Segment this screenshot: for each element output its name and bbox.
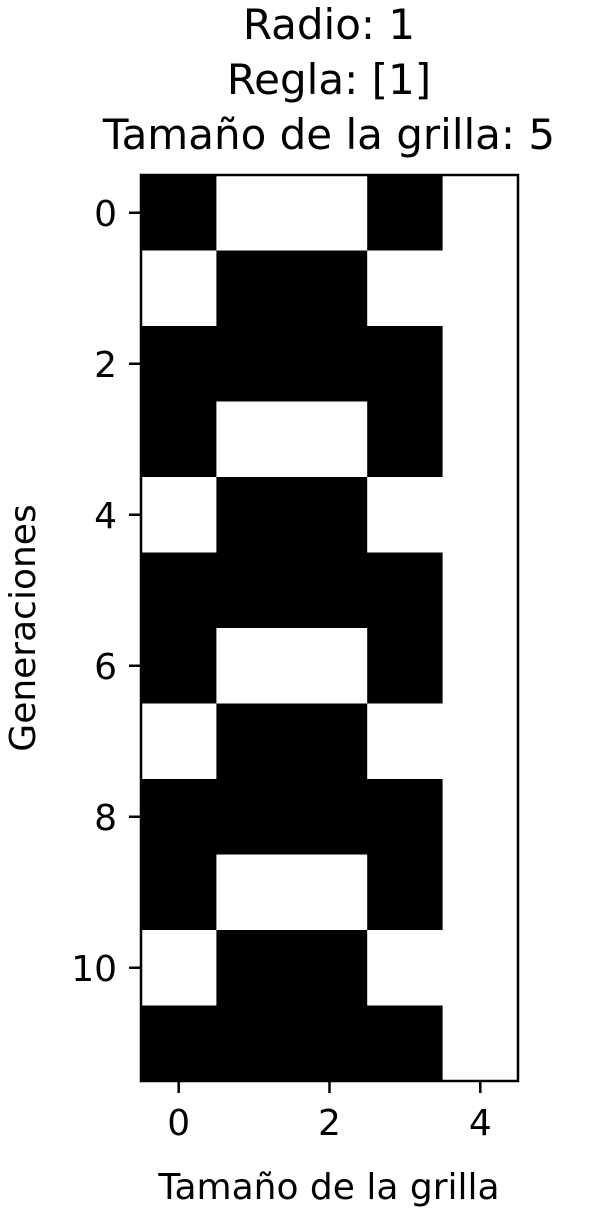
x-tick-label: 2 (318, 1103, 341, 1144)
cell-r1-c1 (216, 250, 293, 327)
cell-r11-c4 (442, 1005, 519, 1082)
cell-r2-c4 (442, 326, 519, 403)
cell-r6-c1 (216, 628, 293, 705)
cell-r4-c4 (442, 477, 519, 554)
cell-r5-c0 (141, 552, 217, 629)
x-axis-label: Tamaño de la grilla (157, 1167, 499, 1208)
cell-r4-c2 (291, 477, 368, 554)
cell-r7-c3 (367, 703, 444, 780)
cell-r11-c0 (141, 1005, 217, 1082)
cell-r2-c2 (291, 326, 368, 403)
cell-r3-c0 (141, 401, 217, 478)
cell-r7-c4 (442, 703, 519, 780)
y-tick-label: 4 (94, 496, 117, 537)
cell-r5-c4 (442, 552, 519, 629)
cell-r9-c1 (216, 854, 293, 931)
cell-r8-c4 (442, 779, 519, 856)
cell-r10-c0 (141, 930, 217, 1007)
y-axis-label: Generaciones (3, 504, 44, 751)
cell-r10-c2 (291, 930, 368, 1007)
title-line-grid-size: Tamaño de la grilla: 5 (102, 110, 555, 159)
cell-r8-c3 (367, 779, 444, 856)
y-tick-label: 10 (71, 949, 117, 990)
cell-r0-c3 (367, 175, 444, 252)
cell-r4-c0 (141, 477, 217, 554)
cell-r0-c1 (216, 175, 293, 252)
cell-r8-c0 (141, 779, 217, 856)
cell-r1-c0 (141, 250, 217, 327)
cell-r9-c2 (291, 854, 368, 931)
cell-r6-c3 (367, 628, 444, 705)
cell-r5-c3 (367, 552, 444, 629)
x-tick-label: 4 (469, 1103, 492, 1144)
heatmap-cells (141, 175, 519, 1082)
title-line-regla: Regla: [1] (227, 55, 431, 104)
cell-r9-c4 (442, 854, 519, 931)
cell-r11-c3 (367, 1005, 444, 1082)
cell-r3-c4 (442, 401, 519, 478)
cell-r10-c1 (216, 930, 293, 1007)
cell-r5-c1 (216, 552, 293, 629)
cell-r10-c4 (442, 930, 519, 1007)
cell-r4-c3 (367, 477, 444, 554)
cell-r6-c4 (442, 628, 519, 705)
cell-r0-c2 (291, 175, 368, 252)
y-tick-label: 8 (94, 798, 117, 839)
cell-r3-c1 (216, 401, 293, 478)
title-line-radio: Radio: 1 (243, 0, 415, 49)
cell-r8-c2 (291, 779, 368, 856)
cell-r5-c2 (291, 552, 368, 629)
y-axis-ticks: 0 2 4 6 8 10 (71, 194, 141, 990)
cell-r0-c4 (442, 175, 519, 252)
cell-r1-c2 (291, 250, 368, 327)
cell-r3-c3 (367, 401, 444, 478)
cell-r8-c1 (216, 779, 293, 856)
cell-r9-c3 (367, 854, 444, 931)
cell-r3-c2 (291, 401, 368, 478)
cell-r0-c0 (141, 175, 217, 252)
x-axis-ticks: 0 2 4 (167, 1081, 492, 1144)
cell-r7-c1 (216, 703, 293, 780)
cell-r6-c2 (291, 628, 368, 705)
x-tick-label: 0 (167, 1103, 190, 1144)
cell-r11-c1 (216, 1005, 293, 1082)
cell-r2-c3 (367, 326, 444, 403)
y-tick-label: 0 (94, 194, 117, 235)
cell-r4-c1 (216, 477, 293, 554)
cell-r2-c0 (141, 326, 217, 403)
cell-r11-c2 (291, 1005, 368, 1082)
cell-r7-c2 (291, 703, 368, 780)
y-tick-label: 2 (94, 345, 117, 386)
y-tick-label: 6 (94, 647, 117, 688)
chart-title: Radio: 1 Regla: [1] Tamaño de la grilla:… (102, 0, 555, 159)
cell-r1-c4 (442, 250, 519, 327)
cell-r7-c0 (141, 703, 217, 780)
cell-r10-c3 (367, 930, 444, 1007)
cell-r2-c1 (216, 326, 293, 403)
cell-r6-c0 (141, 628, 217, 705)
cell-r9-c0 (141, 854, 217, 931)
cell-r1-c3 (367, 250, 444, 327)
